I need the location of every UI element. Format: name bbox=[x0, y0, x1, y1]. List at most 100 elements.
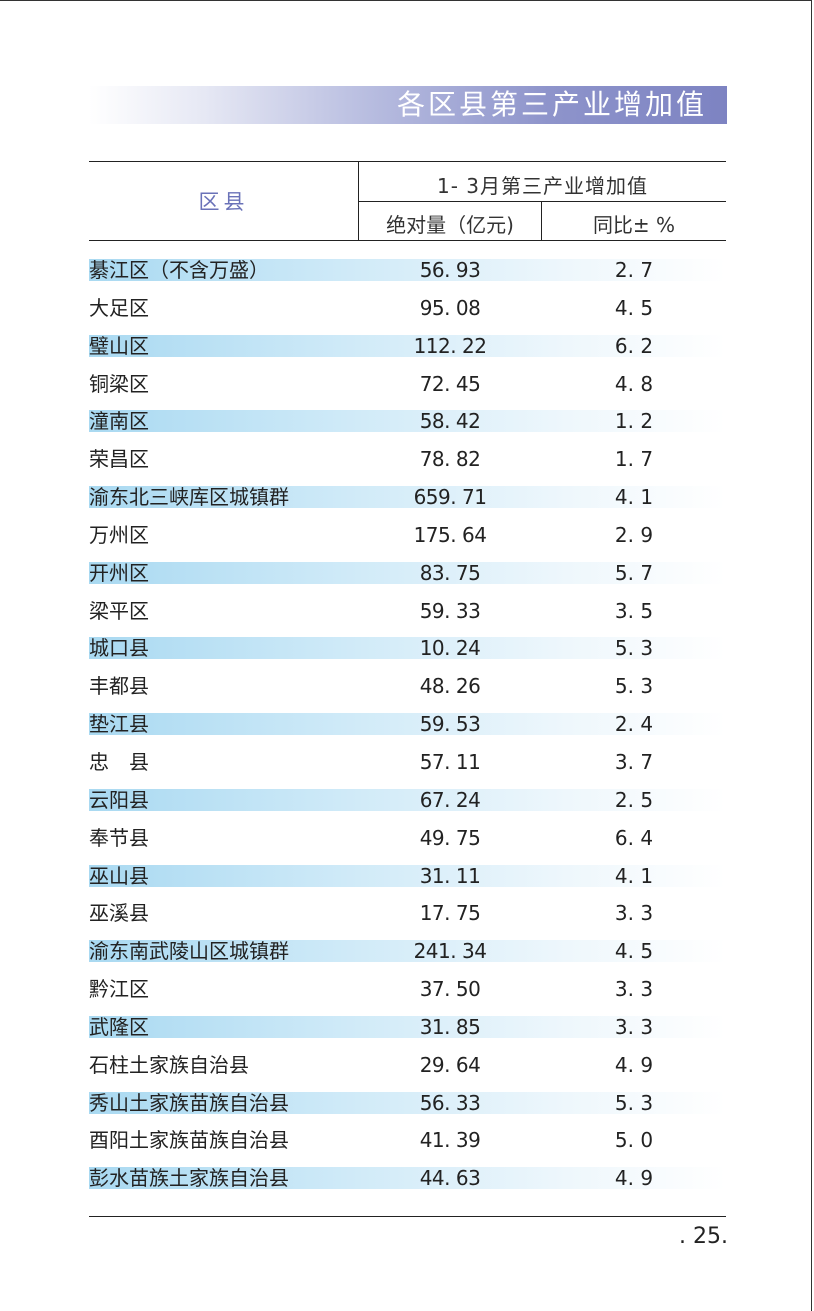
absolute-value: 41. 39 bbox=[419, 1128, 481, 1153]
row-highlight-band bbox=[89, 864, 726, 887]
row-highlight-band bbox=[89, 637, 726, 660]
district-name: 铜梁区 bbox=[89, 371, 149, 396]
district-name: 黔江区 bbox=[89, 977, 149, 1002]
absolute-value: 48. 26 bbox=[419, 674, 481, 699]
yoy-growth: 4. 8 bbox=[614, 371, 654, 396]
absolute-value: 57. 11 bbox=[419, 749, 481, 774]
yoy-growth: 6. 4 bbox=[614, 825, 654, 850]
table-row: 渝东北三峡库区城镇群 659. 71 4. 1 bbox=[89, 479, 726, 517]
yoy-growth: 2. 9 bbox=[614, 522, 654, 547]
table-row: 酉阳土家族苗族自治县 41. 39 5. 0 bbox=[89, 1122, 726, 1160]
table-body: 綦江区（不含万盛） 56. 93 2. 7 大足区 95. 08 4. 5 璧山区 112. … bbox=[89, 252, 726, 1198]
district-name: 大足区 bbox=[89, 295, 149, 320]
absolute-value: 31. 85 bbox=[419, 1014, 481, 1039]
district-name: 梁平区 bbox=[89, 598, 149, 623]
yoy-growth: 4. 1 bbox=[614, 485, 654, 510]
district-name: 丰都县 bbox=[89, 674, 149, 699]
absolute-value: 58. 42 bbox=[419, 409, 481, 434]
yoy-growth: 3. 5 bbox=[614, 598, 654, 623]
page-top-border bbox=[0, 0, 812, 1]
table-row: 垫江县 59. 53 2. 4 bbox=[89, 706, 726, 744]
district-name: 万州区 bbox=[89, 522, 149, 547]
absolute-value: 59. 33 bbox=[419, 598, 481, 623]
table-row: 大足区 95. 08 4. 5 bbox=[89, 290, 726, 328]
district-name: 石柱土家族自治县 bbox=[89, 1052, 249, 1077]
yoy-growth: 4. 9 bbox=[614, 1166, 654, 1191]
district-name: 城口县 bbox=[89, 636, 149, 661]
table-row: 秀山土家族苗族自治县 56. 33 5. 3 bbox=[89, 1085, 726, 1123]
absolute-value: 10. 24 bbox=[419, 636, 481, 661]
yoy-growth: 5. 3 bbox=[614, 636, 654, 661]
absolute-value: 78. 82 bbox=[419, 447, 481, 472]
absolute-value: 112. 22 bbox=[413, 333, 487, 358]
yoy-growth: 4. 5 bbox=[614, 939, 654, 964]
district-name: 垫江县 bbox=[89, 712, 149, 737]
district-name: 巫山县 bbox=[89, 863, 149, 888]
absolute-value: 37. 50 bbox=[419, 977, 481, 1002]
yoy-growth: 3. 3 bbox=[614, 977, 654, 1002]
table-top-rule bbox=[89, 161, 726, 162]
yoy-growth: 6. 2 bbox=[614, 333, 654, 358]
absolute-value: 83. 75 bbox=[419, 560, 481, 585]
table-row: 黔江区 37. 50 3. 3 bbox=[89, 971, 726, 1009]
district-name: 武隆区 bbox=[89, 1014, 149, 1039]
table-row: 云阳县 67. 24 2. 5 bbox=[89, 782, 726, 820]
yoy-growth: 2. 5 bbox=[614, 787, 654, 812]
yoy-growth: 2. 7 bbox=[614, 258, 654, 282]
absolute-value: 56. 33 bbox=[419, 1090, 481, 1115]
table-row: 渝东南武陵山区城镇群 241. 34 4. 5 bbox=[89, 933, 726, 971]
section-banner: 各区县第三产业增加值 bbox=[89, 86, 727, 124]
column-header-absolute: 绝对量（亿元) bbox=[386, 213, 514, 237]
row-highlight-band bbox=[89, 713, 726, 736]
absolute-value: 72. 45 bbox=[419, 371, 481, 396]
table-row: 彭水苗族土家族自治县 44. 63 4. 9 bbox=[89, 1160, 726, 1198]
table-row: 梁平区 59. 33 3. 5 bbox=[89, 593, 726, 631]
column-header-district: 区县 bbox=[198, 190, 249, 214]
row-highlight-band bbox=[89, 410, 726, 433]
table-row: 巫山县 31. 11 4. 1 bbox=[89, 858, 726, 896]
table-row: 荣昌区 78. 82 1. 7 bbox=[89, 441, 726, 479]
district-name: 秀山土家族苗族自治县 bbox=[89, 1090, 289, 1115]
row-highlight-band bbox=[89, 788, 726, 811]
yoy-growth: 5. 3 bbox=[614, 1090, 654, 1115]
table-row: 万州区 175. 64 2. 9 bbox=[89, 517, 726, 555]
absolute-value: 29. 64 bbox=[419, 1052, 481, 1077]
section-title: 各区县第三产业增加值 bbox=[396, 88, 707, 121]
district-name: 荣昌区 bbox=[89, 447, 149, 472]
table-row: 潼南区 58. 42 1. 2 bbox=[89, 403, 726, 441]
column-header-group: 1- 3月第三产业增加值 bbox=[436, 174, 649, 198]
yoy-growth: 4. 1 bbox=[614, 863, 654, 888]
absolute-value: 59. 53 bbox=[419, 712, 481, 737]
district-name: 渝东南武陵山区城镇群 bbox=[89, 939, 289, 964]
header-group-rule bbox=[359, 201, 726, 202]
table-row: 铜梁区 72. 45 4. 8 bbox=[89, 366, 726, 404]
absolute-value: 95. 08 bbox=[419, 295, 481, 320]
column-header-yoy: 同比± % bbox=[592, 213, 676, 237]
absolute-value: 17. 75 bbox=[419, 901, 481, 926]
header-bottom-rule bbox=[89, 240, 726, 241]
row-highlight-band bbox=[89, 334, 726, 357]
row-highlight-band bbox=[89, 1091, 726, 1114]
yoy-growth: 3. 3 bbox=[614, 901, 654, 926]
yoy-growth: 1. 7 bbox=[614, 447, 654, 472]
row-highlight-band bbox=[89, 259, 726, 281]
row-highlight-band bbox=[89, 1167, 726, 1190]
yoy-growth: 4. 5 bbox=[614, 295, 654, 320]
row-highlight-band bbox=[89, 486, 726, 509]
table-row: 城口县 10. 24 5. 3 bbox=[89, 630, 726, 668]
header-divider-district bbox=[358, 161, 359, 241]
table-row: 开州区 83. 75 5. 7 bbox=[89, 555, 726, 593]
district-name: 巫溪县 bbox=[89, 901, 149, 926]
yoy-growth: 1. 2 bbox=[614, 409, 654, 434]
district-name: 开州区 bbox=[89, 560, 149, 585]
table-bottom-rule bbox=[89, 1216, 726, 1217]
absolute-value: 31. 11 bbox=[419, 863, 481, 888]
yoy-growth: 5. 0 bbox=[614, 1128, 654, 1153]
yoy-growth: 5. 7 bbox=[614, 560, 654, 585]
yoy-growth: 2. 4 bbox=[614, 712, 654, 737]
district-name: 綦江区（不含万盛） bbox=[89, 258, 269, 282]
absolute-value: 241. 34 bbox=[413, 939, 487, 964]
district-name: 潼南区 bbox=[89, 409, 149, 434]
district-name: 璧山区 bbox=[89, 333, 149, 358]
row-highlight-band bbox=[89, 940, 726, 963]
